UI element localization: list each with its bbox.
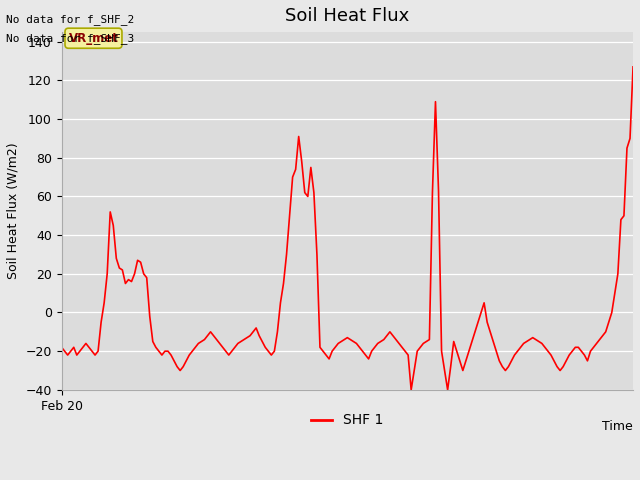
- Legend: SHF 1: SHF 1: [306, 408, 389, 433]
- Text: Time: Time: [602, 420, 633, 433]
- Y-axis label: Soil Heat Flux (W/m2): Soil Heat Flux (W/m2): [7, 143, 20, 279]
- Text: VR_met: VR_met: [68, 32, 118, 45]
- Title: Soil Heat Flux: Soil Heat Flux: [285, 7, 410, 25]
- Text: No data for f_SHF_2: No data for f_SHF_2: [6, 13, 134, 24]
- Text: No data for f_SHF_3: No data for f_SHF_3: [6, 33, 134, 44]
